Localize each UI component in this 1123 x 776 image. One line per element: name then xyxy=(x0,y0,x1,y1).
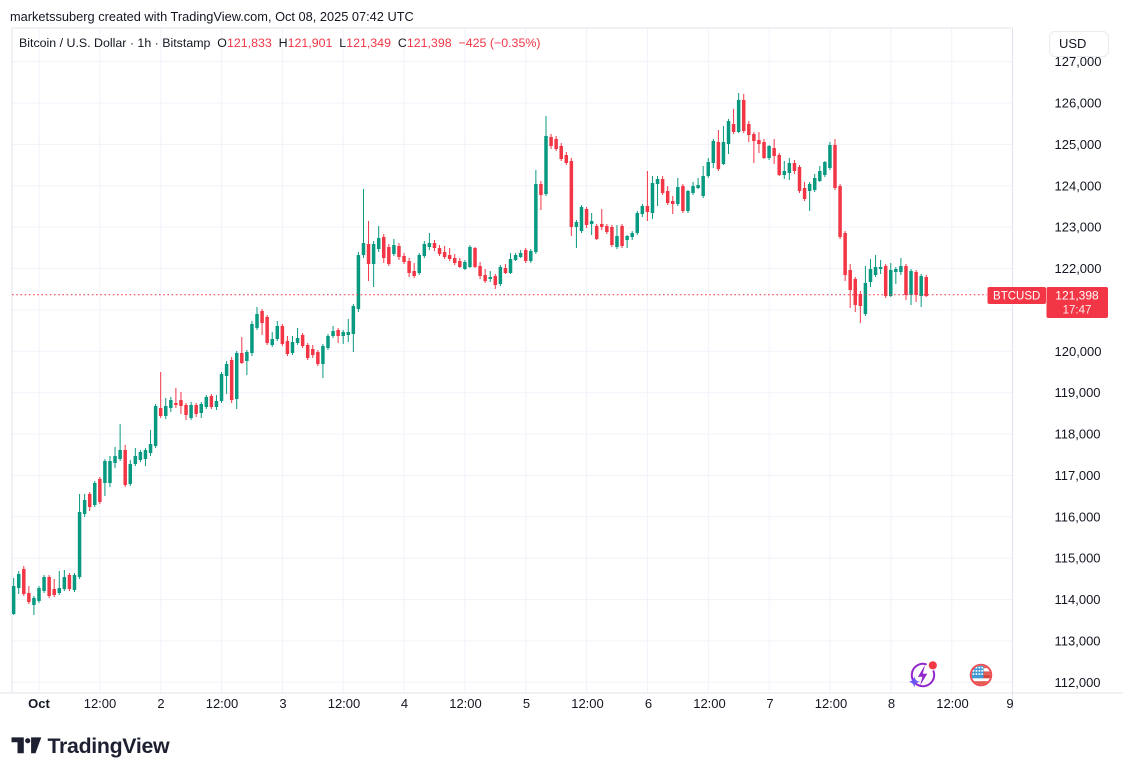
svg-text:12:00: 12:00 xyxy=(206,696,239,711)
svg-text:12:00: 12:00 xyxy=(449,696,482,711)
svg-text:116,000: 116,000 xyxy=(1055,509,1101,524)
svg-text:5: 5 xyxy=(523,696,530,711)
svg-text:12:00: 12:00 xyxy=(571,696,604,711)
svg-text:12:00: 12:00 xyxy=(815,696,848,711)
svg-text:112,000: 112,000 xyxy=(1055,675,1101,690)
svg-text:123,000: 123,000 xyxy=(1055,220,1102,235)
svg-text:TradingView: TradingView xyxy=(48,734,170,758)
svg-text:114,000: 114,000 xyxy=(1055,592,1101,607)
svg-text:2: 2 xyxy=(157,696,164,711)
svg-text:120,000: 120,000 xyxy=(1055,344,1102,359)
svg-text:6: 6 xyxy=(645,696,652,711)
svg-text:127,000: 127,000 xyxy=(1055,54,1102,69)
svg-text:125,000: 125,000 xyxy=(1055,137,1102,152)
svg-text:7: 7 xyxy=(766,696,773,711)
svg-text:12:00: 12:00 xyxy=(936,696,969,711)
svg-text:4: 4 xyxy=(401,696,408,711)
svg-text:122,000: 122,000 xyxy=(1055,261,1102,276)
svg-text:113,000: 113,000 xyxy=(1055,633,1101,648)
svg-text:12:00: 12:00 xyxy=(328,696,361,711)
svg-text:BTCUSD: BTCUSD xyxy=(993,291,1040,303)
svg-text:9: 9 xyxy=(1006,696,1013,711)
svg-text:12:00: 12:00 xyxy=(84,696,117,711)
svg-text:3: 3 xyxy=(279,696,286,711)
svg-text:121,398: 121,398 xyxy=(1055,289,1099,303)
svg-text:124,000: 124,000 xyxy=(1055,178,1102,193)
svg-text:17:47: 17:47 xyxy=(1063,305,1092,317)
svg-text:118,000: 118,000 xyxy=(1055,427,1101,442)
svg-text:117,000: 117,000 xyxy=(1055,468,1101,483)
svg-text:115,000: 115,000 xyxy=(1055,551,1101,566)
svg-text:8: 8 xyxy=(888,696,895,711)
svg-text:12:00: 12:00 xyxy=(693,696,726,711)
svg-text:119,000: 119,000 xyxy=(1055,385,1101,400)
svg-text:126,000: 126,000 xyxy=(1055,96,1102,111)
svg-text:Oct: Oct xyxy=(28,696,50,711)
